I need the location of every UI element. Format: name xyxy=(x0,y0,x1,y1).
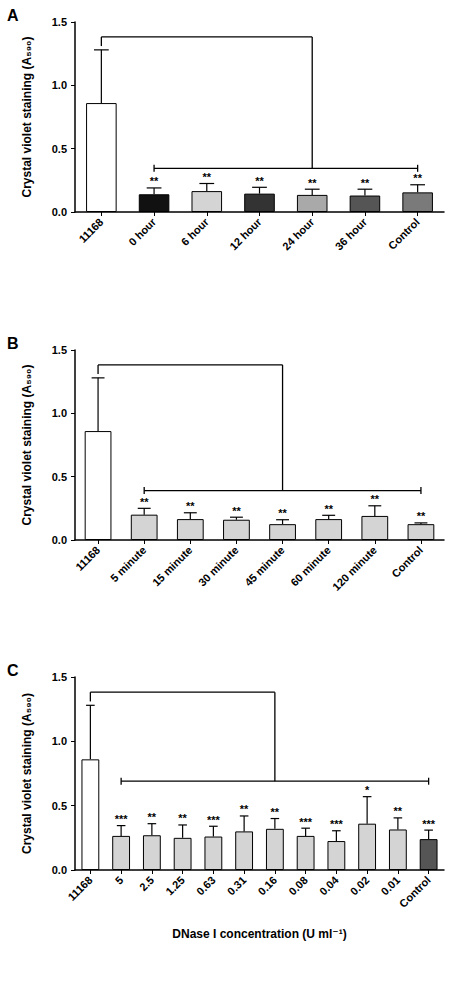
svg-text:0.04: 0.04 xyxy=(317,873,341,897)
svg-text:36 hour: 36 hour xyxy=(333,215,370,252)
svg-text:**: ** xyxy=(148,811,157,823)
svg-text:11168: 11168 xyxy=(65,874,94,903)
svg-text:**: ** xyxy=(371,493,380,505)
svg-text:30 minute: 30 minute xyxy=(196,544,241,589)
svg-text:11168: 11168 xyxy=(73,544,102,573)
svg-text:0.5: 0.5 xyxy=(52,143,67,155)
svg-text:5 minute: 5 minute xyxy=(108,544,148,584)
svg-text:**: ** xyxy=(232,505,241,517)
svg-text:0.01: 0.01 xyxy=(379,874,403,898)
svg-text:24 hour: 24 hour xyxy=(280,215,317,252)
svg-text:***: *** xyxy=(330,818,344,830)
svg-text:***: *** xyxy=(115,813,129,825)
svg-text:A: A xyxy=(7,7,19,24)
svg-text:0 hour: 0 hour xyxy=(126,215,159,248)
svg-text:0.5: 0.5 xyxy=(52,800,67,812)
svg-text:0.0: 0.0 xyxy=(52,534,67,546)
svg-text:DNase I concentration (U ml⁻¹): DNase I concentration (U ml⁻¹) xyxy=(172,927,346,941)
svg-text:**: ** xyxy=(240,803,249,815)
svg-text:**: ** xyxy=(413,172,422,184)
svg-text:*: * xyxy=(365,784,370,796)
svg-text:0.08: 0.08 xyxy=(286,874,310,898)
svg-text:Control: Control xyxy=(389,544,425,580)
svg-text:**: ** xyxy=(150,175,159,187)
svg-text:1.25: 1.25 xyxy=(163,874,187,898)
svg-text:**: ** xyxy=(394,805,403,817)
svg-text:45 minute: 45 minute xyxy=(242,544,287,589)
svg-text:**: ** xyxy=(203,171,212,183)
svg-text:1.0: 1.0 xyxy=(52,407,67,419)
svg-text:***: *** xyxy=(207,814,221,826)
svg-text:0.31: 0.31 xyxy=(225,874,249,898)
svg-text:**: ** xyxy=(324,503,333,515)
svg-text:60 minute: 60 minute xyxy=(288,544,333,589)
svg-text:1.5: 1.5 xyxy=(52,16,67,28)
svg-text:**: ** xyxy=(361,177,370,189)
svg-text:5: 5 xyxy=(113,874,126,887)
svg-text:Control: Control xyxy=(397,874,433,910)
svg-text:1.5: 1.5 xyxy=(52,344,67,356)
svg-text:B: B xyxy=(7,335,19,352)
svg-text:2.5: 2.5 xyxy=(137,874,156,893)
svg-text:0.5: 0.5 xyxy=(52,471,67,483)
svg-text:**: ** xyxy=(308,177,317,189)
svg-text:**: ** xyxy=(278,507,287,519)
svg-text:***: *** xyxy=(422,818,436,830)
svg-text:Control: Control xyxy=(386,216,422,252)
svg-text:**: ** xyxy=(178,812,187,824)
svg-text:0.0: 0.0 xyxy=(52,206,67,218)
svg-text:0.16: 0.16 xyxy=(256,874,280,898)
svg-text:Crystal violet staining (A₅₉₀): Crystal violet staining (A₅₉₀) xyxy=(20,693,34,854)
svg-text:1.0: 1.0 xyxy=(52,735,67,747)
svg-text:**: ** xyxy=(140,496,149,508)
svg-text:120 minute: 120 minute xyxy=(330,544,379,593)
svg-text:***: *** xyxy=(299,816,313,828)
svg-text:0.02: 0.02 xyxy=(348,874,372,898)
svg-text:6 hour: 6 hour xyxy=(179,215,212,248)
svg-text:**: ** xyxy=(186,500,195,512)
svg-text:**: ** xyxy=(417,510,426,522)
svg-text:Crystal violet staining (A₅₉₀): Crystal violet staining (A₅₉₀) xyxy=(20,364,34,525)
svg-text:**: ** xyxy=(255,175,264,187)
svg-text:12 hour: 12 hour xyxy=(227,215,264,252)
svg-text:0.63: 0.63 xyxy=(194,874,218,898)
svg-text:C: C xyxy=(7,662,19,679)
svg-text:1.0: 1.0 xyxy=(52,79,67,91)
svg-text:15 minute: 15 minute xyxy=(150,544,195,589)
svg-text:1.5: 1.5 xyxy=(52,671,67,683)
svg-text:0.0: 0.0 xyxy=(52,864,67,876)
svg-text:Crystal violet staining (A₅₉₀): Crystal violet staining (A₅₉₀) xyxy=(20,36,34,197)
svg-text:**: ** xyxy=(271,806,280,818)
svg-text:11168: 11168 xyxy=(76,216,105,245)
